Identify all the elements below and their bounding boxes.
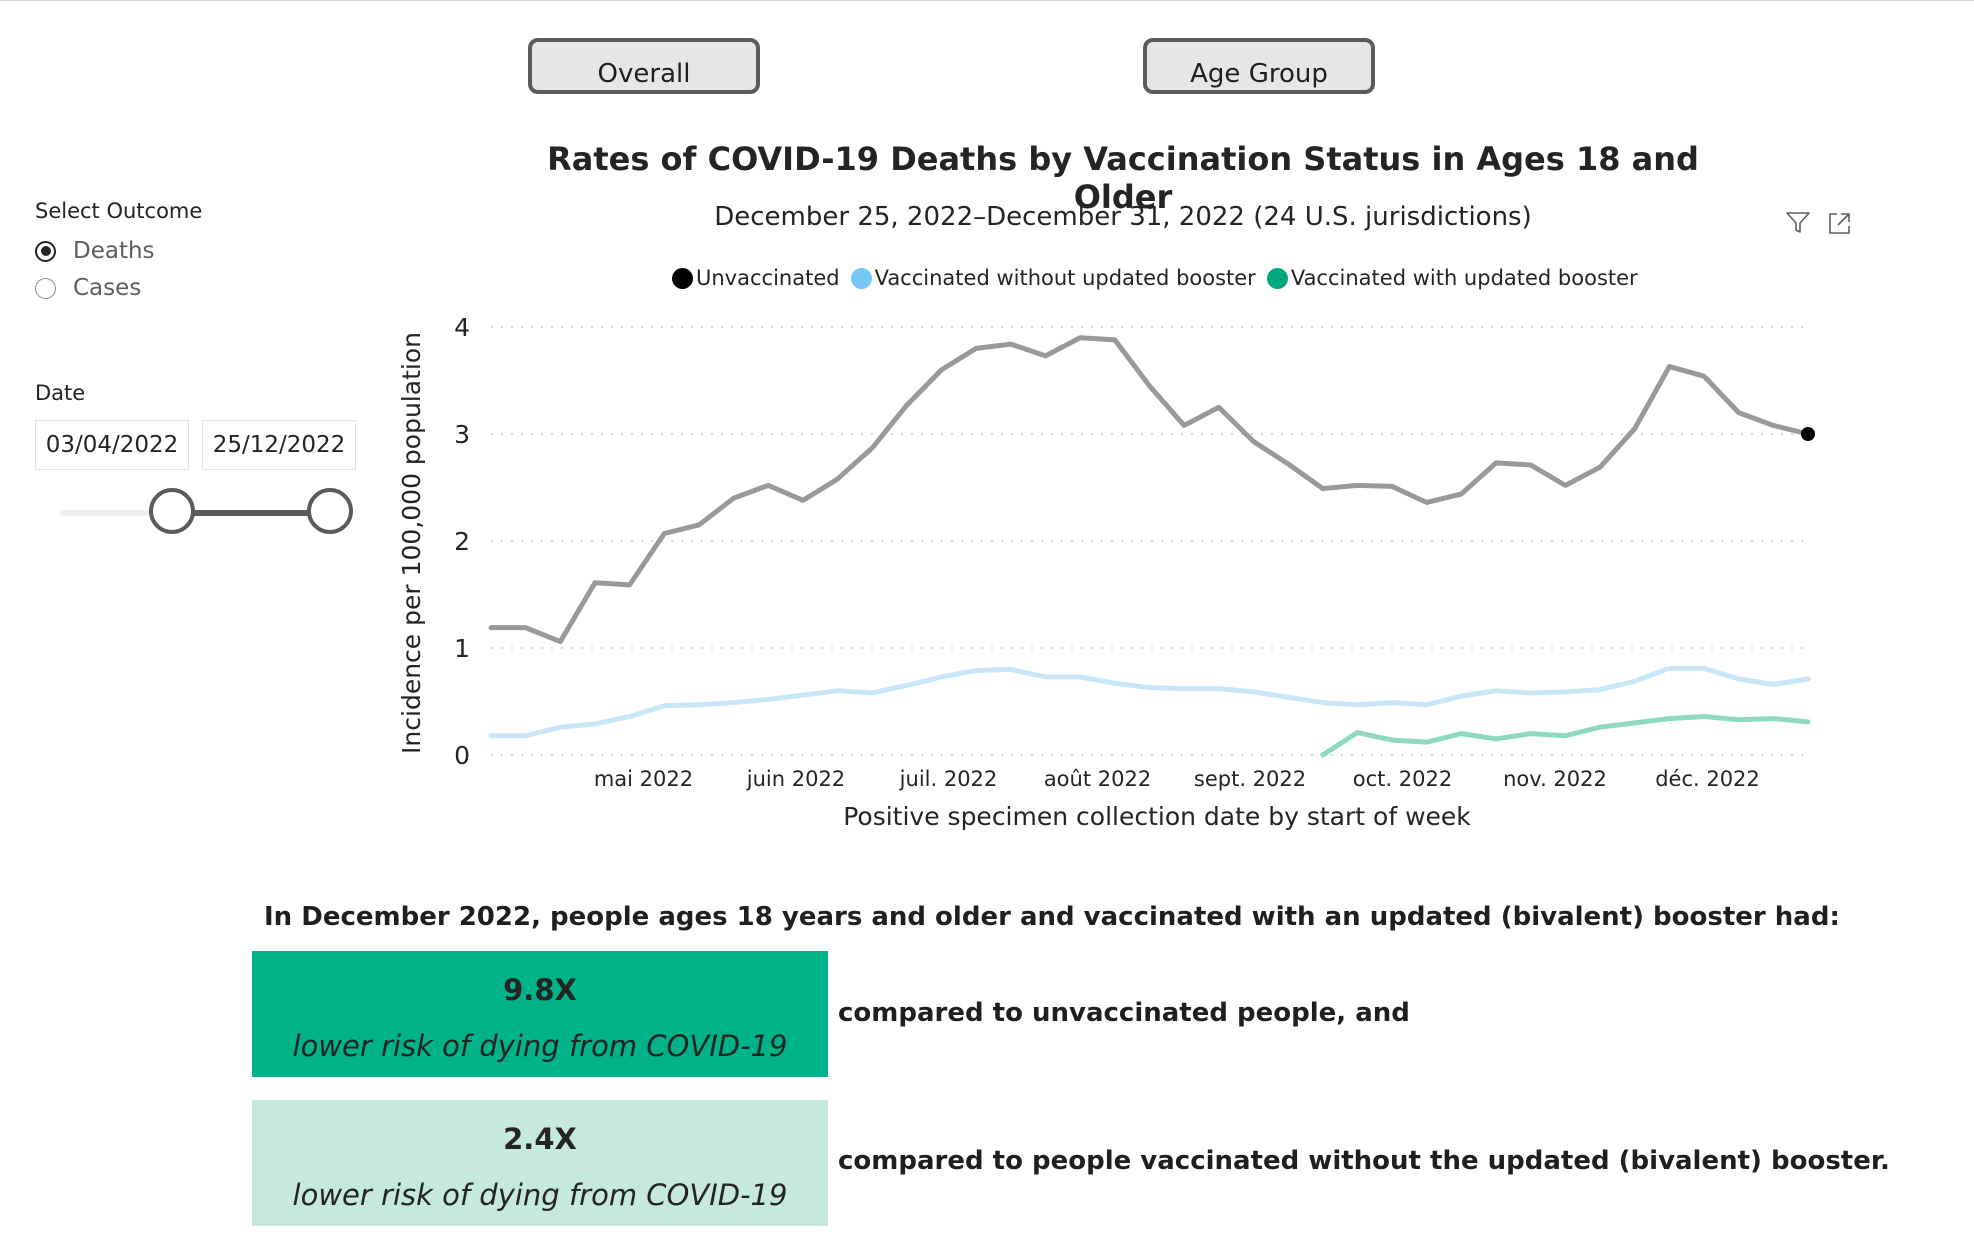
age-group-button[interactable]: Age Group [1143, 38, 1375, 94]
series-line-vaccinated-without-booster [488, 665, 1811, 739]
x-axis-ticks: mai 2022 juin 2022 juil. 2022 août 2022 sept… [594, 767, 1760, 791]
chart-legend: Unvaccinated Vaccinated without updated … [672, 266, 1649, 290]
date-end-input[interactable]: 25/12/2022 [202, 420, 356, 470]
risk-text: lower risk of dying from COVID-19 [292, 1029, 788, 1063]
legend-label: Unvaccinated [696, 266, 840, 290]
comparison-text: compared to people vaccinated without th… [838, 1146, 1890, 1176]
risk-value: 9.8X [503, 973, 577, 1007]
x-tick-label: oct. 2022 [1353, 767, 1452, 791]
x-tick-label: nov. 2022 [1503, 767, 1607, 791]
x-axis-title: Positive specimen collection date by sta… [843, 802, 1471, 831]
risk-card-vaccinated-without-booster: 2.4X lower risk of dying from COVID-19 [252, 1100, 828, 1226]
x-tick-label: juin 2022 [746, 767, 845, 791]
series-line-vaccinated-with-booster [1320, 713, 1811, 758]
legend-item-unvaccinated[interactable]: Unvaccinated [672, 266, 840, 290]
x-tick-label: sept. 2022 [1194, 767, 1306, 791]
series-lines [488, 335, 1815, 758]
legend-item-vaccinated-without-booster[interactable]: Vaccinated without updated booster [850, 266, 1256, 290]
legend-dot-icon [1266, 267, 1288, 289]
outcome-option-label: Deaths [73, 238, 155, 264]
outcome-option-label: Cases [73, 275, 142, 301]
radio-selected-icon[interactable] [35, 240, 56, 262]
overall-button[interactable]: Overall [528, 38, 760, 94]
date-slider-end-handle[interactable] [307, 488, 353, 534]
x-tick-label: déc. 2022 [1655, 767, 1760, 791]
line-chart[interactable]: 0 1 2 3 4 mai 2022 juin 2022 juil. 2022 août 20… [0, 0, 1974, 860]
series-line-unvaccinated [488, 335, 1811, 645]
risk-card-unvaccinated: 9.8X lower risk of dying from COVID-19 [252, 951, 828, 1077]
focus-mode-icon[interactable] [1827, 210, 1853, 236]
series-end-marker [1801, 427, 1815, 441]
date-slider-start-handle[interactable] [149, 488, 195, 534]
comparison-text: compared to unvaccinated people, and [838, 998, 1410, 1028]
y-tick-label: 1 [454, 634, 470, 663]
legend-label: Vaccinated with updated booster [1290, 266, 1638, 290]
filter-icon[interactable] [1785, 210, 1811, 236]
top-divider [0, 0, 1974, 1]
risk-value: 2.4X [503, 1122, 577, 1156]
summary-heading: In December 2022, people ages 18 years a… [264, 902, 1840, 932]
legend-dot-icon [850, 267, 872, 289]
radio-unselected-icon[interactable] [35, 277, 56, 299]
y-tick-label: 3 [454, 420, 470, 449]
y-tick-label: 4 [454, 313, 470, 342]
risk-text: lower risk of dying from COVID-19 [292, 1178, 788, 1212]
outcome-option-cases[interactable]: Cases [35, 273, 141, 303]
date-slider-range [172, 510, 330, 516]
chart-subtitle: December 25, 2022–December 31, 2022 (24 … [714, 202, 1532, 232]
date-start-input[interactable]: 03/04/2022 [35, 420, 189, 470]
x-tick-label: juil. 2022 [899, 767, 998, 791]
legend-label: Vaccinated without updated booster [874, 266, 1256, 290]
select-outcome-title: Select Outcome [35, 199, 203, 223]
y-tick-label: 2 [454, 527, 470, 556]
gridlines [491, 326, 1808, 756]
x-tick-label: mai 2022 [594, 767, 693, 791]
y-axis-ticks: 0 1 2 3 4 [454, 313, 470, 770]
date-slicer-title: Date [35, 381, 86, 405]
legend-dot-icon [672, 267, 693, 289]
x-tick-label: août 2022 [1044, 767, 1151, 791]
legend-item-vaccinated-with-booster[interactable]: Vaccinated with updated booster [1266, 266, 1638, 290]
outcome-option-deaths[interactable]: Deaths [35, 236, 155, 266]
chart-title: Rates of COVID-19 Deaths by Vaccination … [547, 140, 1699, 216]
y-tick-label: 0 [454, 741, 470, 770]
y-axis-title: Incidence per 100,000 population [397, 332, 426, 754]
